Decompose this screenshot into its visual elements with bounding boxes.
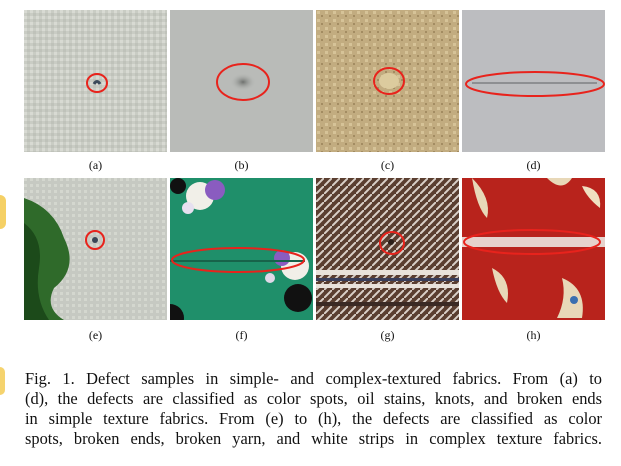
defect-highlight-circle xyxy=(216,63,270,101)
panel-e-image xyxy=(24,178,167,320)
left-edge-marker xyxy=(0,195,6,229)
defect-oil-stain xyxy=(230,73,256,91)
panel-label-f: (f) xyxy=(235,328,248,342)
defect-highlight-circle xyxy=(86,73,108,93)
bird-print xyxy=(472,178,601,318)
panel-c-image xyxy=(316,10,459,152)
panel-d-image xyxy=(462,10,605,152)
defect-broken-yarn xyxy=(388,239,394,245)
defect-highlight-circle xyxy=(373,67,405,95)
caption-line: Fig. 1. Defect samples in simple- and co… xyxy=(25,369,602,388)
defect-spot xyxy=(92,80,102,85)
defect-knot xyxy=(379,73,399,89)
panel-label-e: (e) xyxy=(88,328,103,342)
defect-highlight-circle xyxy=(463,229,601,255)
panel-h-image xyxy=(462,178,605,320)
floral-print xyxy=(170,178,312,320)
panel-b-image xyxy=(170,10,313,152)
defect-highlight-circle xyxy=(379,231,405,255)
left-edge-marker-2 xyxy=(0,367,5,395)
panel-label-b: (b) xyxy=(234,158,249,172)
figure-caption: Fig. 1. Defect samples in simple- and co… xyxy=(25,369,602,449)
defect-spot xyxy=(92,237,98,243)
panel-label-d: (d) xyxy=(526,158,541,172)
defect-highlight-circle xyxy=(465,71,605,97)
panel-label-h: (h) xyxy=(526,328,541,342)
caption-line: spots, broken ends, broken yarn, and whi… xyxy=(25,429,602,448)
panel-label-c: (c) xyxy=(380,158,395,172)
panel-label-g: (g) xyxy=(380,328,395,342)
panel-label-a: (a) xyxy=(88,158,103,172)
panel-g-image xyxy=(316,178,459,320)
caption-line: in simple texture fabrics. From (e) to (… xyxy=(25,409,602,428)
defect-white-strip xyxy=(462,237,605,247)
panel-a-image xyxy=(24,10,167,152)
defect-highlight-circle xyxy=(171,247,305,273)
panel-f-image xyxy=(170,178,313,320)
caption-line: (d), the defects are classified as color… xyxy=(25,389,602,408)
defect-highlight-circle xyxy=(85,230,105,250)
